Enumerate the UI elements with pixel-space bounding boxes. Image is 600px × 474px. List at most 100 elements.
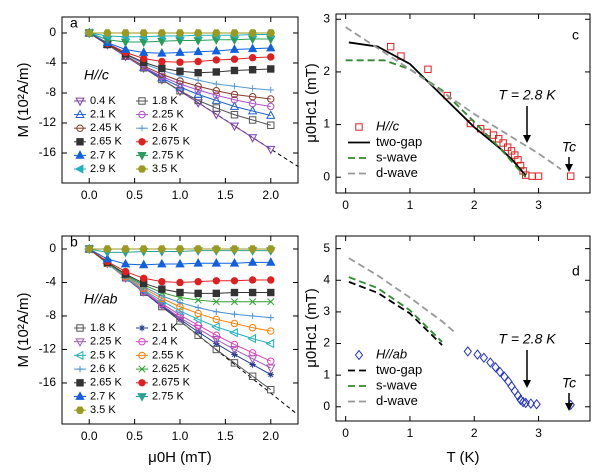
y-tick-label: 0 (323, 399, 330, 413)
marker (443, 91, 451, 100)
marker (248, 349, 257, 357)
marker (74, 164, 84, 174)
marker (247, 134, 258, 143)
marker (486, 357, 495, 368)
x-tick-label: 0.5 (126, 188, 143, 202)
marker (194, 289, 202, 298)
marker (248, 276, 257, 284)
marker (229, 101, 240, 110)
marker (138, 138, 146, 146)
legend-label: H//ab (376, 346, 407, 361)
marker (266, 364, 276, 374)
legend-label: 2.4 K (152, 336, 178, 348)
x-tick-label: 1.5 (217, 429, 234, 443)
legend-label: 2.65 K (90, 136, 122, 148)
marker (247, 333, 256, 344)
x-tick-label: 1.0 (172, 429, 189, 443)
marker (194, 304, 202, 311)
y-axis-label: M (10²A/m) (15, 62, 32, 137)
marker (193, 245, 203, 253)
legend-label: d-wave (376, 165, 418, 180)
marker (230, 298, 239, 306)
marker (176, 299, 184, 306)
marker (137, 393, 147, 402)
marker (194, 86, 202, 94)
panel-label: a (70, 15, 78, 31)
marker (103, 245, 112, 253)
marker (230, 90, 239, 99)
marker (266, 257, 276, 266)
marker (193, 46, 203, 56)
marker (121, 29, 130, 37)
marker (229, 258, 240, 267)
y-tick-label: -4 (45, 55, 56, 69)
marker (138, 110, 146, 119)
marker (76, 379, 84, 387)
marker (138, 365, 146, 373)
x-tick-label: 3 (535, 198, 542, 212)
legend-label: 3.5 K (152, 163, 178, 175)
marker (229, 122, 240, 132)
legend-label: 2.675 K (152, 377, 191, 389)
marker (138, 351, 146, 360)
marker (230, 340, 239, 349)
marker (247, 257, 258, 266)
marker (212, 298, 220, 306)
y-tick-label: -4 (45, 275, 56, 289)
marker (248, 29, 257, 37)
legend-label: 2.1 K (90, 109, 116, 121)
marker (75, 97, 85, 107)
marker (138, 125, 146, 132)
legend-label: 2.25 K (152, 109, 184, 121)
marker (139, 274, 148, 282)
annotation: Tc (562, 375, 576, 391)
marker (176, 278, 184, 287)
marker (463, 346, 472, 357)
legend-label: 2.625 K (152, 363, 191, 375)
x-tick-label: 1.5 (217, 188, 234, 202)
marker (499, 139, 507, 147)
marker (137, 165, 147, 173)
marker (121, 267, 130, 276)
marker (229, 44, 240, 53)
y-tick-label: 2 (323, 64, 330, 78)
marker (212, 104, 221, 112)
marker (424, 65, 432, 73)
marker (212, 245, 221, 253)
legend-label: 1.8 K (152, 95, 178, 107)
marker (213, 80, 220, 88)
marker (120, 44, 131, 53)
marker (211, 258, 221, 267)
plot-area (84, 243, 298, 416)
marker (521, 397, 530, 409)
x-axis-label: μ0H (mT) (148, 449, 212, 466)
legend-label: 2.75 K (152, 149, 184, 161)
y-tick-label: -16 (39, 145, 57, 159)
marker (213, 308, 220, 315)
y-tick-label: 0 (49, 241, 56, 255)
marker (194, 69, 202, 77)
marker (194, 296, 202, 304)
axes-frame (61, 16, 299, 184)
x-tick-label: 2 (471, 426, 478, 440)
marker (212, 29, 221, 37)
annotation-arrowhead (523, 135, 531, 143)
marker (211, 336, 221, 345)
y-tick-label: -8 (45, 85, 56, 99)
marker (212, 289, 221, 298)
marker (514, 156, 522, 164)
y-tick-label: -16 (39, 375, 57, 389)
panel-label: d (572, 263, 580, 279)
marker (138, 97, 146, 105)
y-tick-label: -8 (45, 308, 56, 322)
legend-label: 1.8 K (90, 322, 116, 334)
marker (355, 123, 363, 131)
y-tick-label: 0 (323, 169, 330, 183)
y-tick-label: 2 (323, 336, 330, 350)
marker (247, 43, 258, 53)
legend-label: two-gap (376, 134, 422, 149)
y-tick-label: 5 (323, 241, 330, 255)
marker (74, 350, 84, 361)
marker (194, 57, 202, 66)
